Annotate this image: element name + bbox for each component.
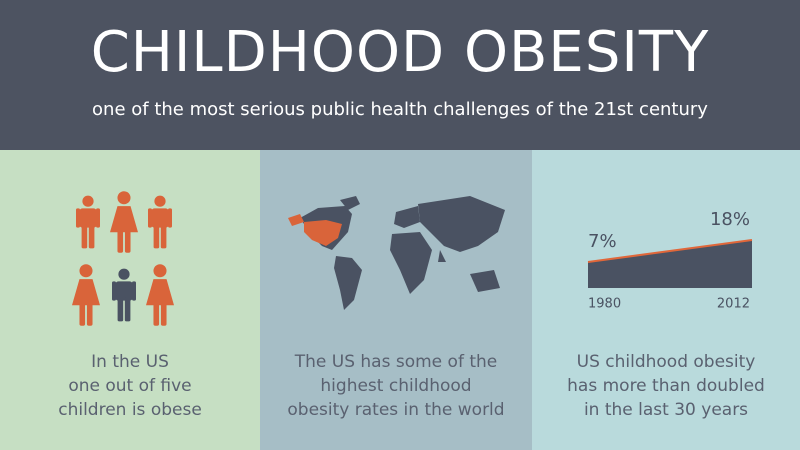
panel-text: has more than doubled [567,376,765,396]
title: CHILDHOOD OBESITY [91,20,710,85]
panel-bg [532,150,800,450]
panel-text: obesity rates in the world [287,400,504,420]
value-label: 18% [710,209,750,230]
alaska-highlight [288,214,304,226]
area-line [587,239,753,263]
us-highlight [304,220,342,246]
x-tick-label: 2012 [717,297,750,312]
panel-text: US childhood obesity [577,352,756,372]
world-map [300,196,505,310]
panel-text: highest childhood [320,376,471,396]
panel-bg [260,150,532,450]
panel-text: one out of five [68,376,191,396]
panel-text: The US has some of the [294,352,497,372]
panel-text: in the last 30 years [584,400,748,420]
area [588,240,752,288]
panel-text: In the US [91,352,169,372]
panel-text: children is obese [58,400,202,420]
subtitle: one of the most serious public health ch… [92,99,708,120]
header-bg [0,0,800,150]
value-label: 7% [588,231,617,252]
x-tick-label: 1980 [588,297,621,312]
